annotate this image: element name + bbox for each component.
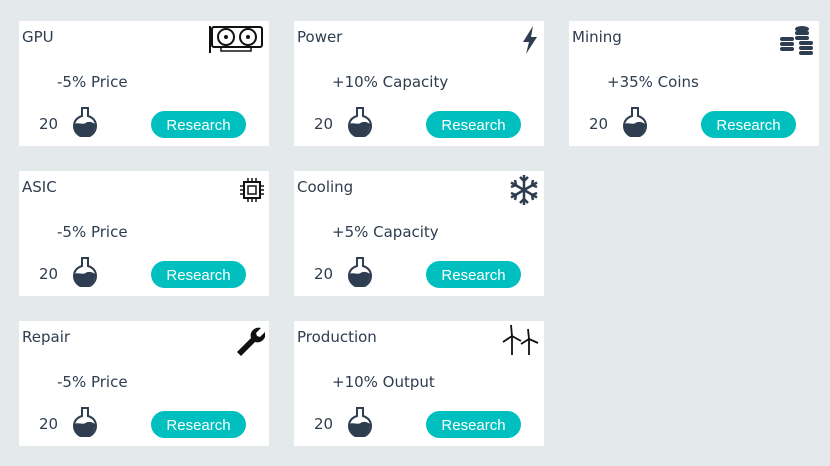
card-effect: +10% Output [332,373,435,391]
card-title: Power [297,28,343,46]
snowflake-icon [484,175,540,205]
flask-icon [72,107,98,138]
research-card-power: Power +10% Capacity 20 Research [294,21,544,146]
card-effect: +35% Coins [607,73,699,91]
card-effect: -5% Price [57,73,128,91]
chip-icon [209,175,265,205]
gpu-icon [209,25,265,55]
card-title: Mining [572,28,622,46]
card-effect: +5% Capacity [332,223,439,241]
research-button[interactable]: Research [426,261,521,288]
card-title: ASIC [22,178,57,196]
flask-icon [72,407,98,438]
card-effect: +10% Capacity [332,73,449,91]
research-card-asic: ASIC -5% Price 20 Research [19,171,269,296]
research-card-cooling: Cooling +5% Capacity 20 Research [294,171,544,296]
wrench-icon [209,325,265,356]
research-card-production: Production +10% Output 20 Research [294,321,544,446]
research-cost: 20 [314,115,334,133]
card-title: GPU [22,28,54,46]
research-cost: 20 [39,415,59,433]
flask-icon [622,107,648,138]
research-cost: 20 [589,115,609,133]
research-button[interactable]: Research [151,411,246,438]
card-effect: -5% Price [57,223,128,241]
card-title: Production [297,328,377,346]
research-button[interactable]: Research [151,261,246,288]
research-button[interactable]: Research [426,111,521,138]
research-cost: 20 [39,265,59,283]
lightning-icon [484,25,540,55]
research-button[interactable]: Research [151,111,246,138]
research-button[interactable]: Research [426,411,521,438]
research-cost: 20 [314,415,334,433]
coins-stack-icon [759,25,815,55]
research-button[interactable]: Research [701,111,796,138]
card-title: Repair [22,328,71,346]
flask-icon [347,257,373,288]
research-cost: 20 [314,265,334,283]
research-card-gpu: GPU -5% Price 20 Research [19,21,269,146]
flask-icon [347,407,373,438]
research-card-mining: Mining +35% Coins 20 Research [569,21,819,146]
research-card-repair: Repair -5% Price 20 Research [19,321,269,446]
flask-icon [72,257,98,288]
research-cost: 20 [39,115,59,133]
wind-turbine-icon [484,324,540,355]
card-title: Cooling [297,178,354,196]
flask-icon [347,107,373,138]
card-effect: -5% Price [57,373,128,391]
